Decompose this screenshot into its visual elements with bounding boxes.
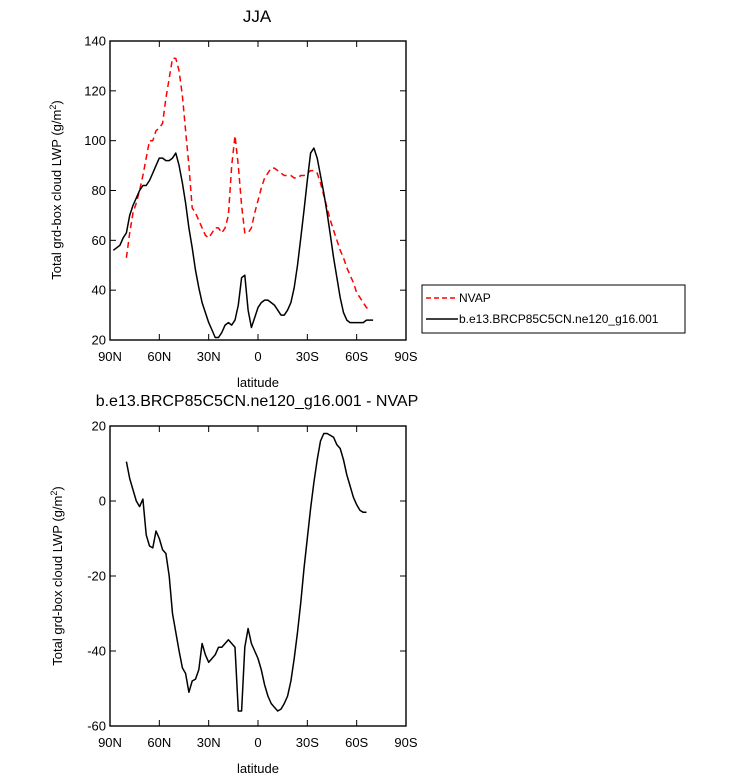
x-tick-label: 60N	[147, 735, 171, 750]
legend-box	[421, 284, 686, 334]
y-tick-label: 80	[92, 183, 106, 198]
legend-label-nvap: NVAP	[459, 291, 491, 305]
bottom-chart-title: b.e13.BRCP85C5CN.ne120_g16.001 - NVAP	[96, 393, 419, 410]
top-x-axis-label: latitude	[237, 375, 279, 390]
y-tick-label: 60	[92, 233, 106, 248]
x-tick-label: 60S	[345, 735, 368, 750]
x-tick-label: 30N	[197, 349, 221, 364]
x-tick-label: 0	[254, 349, 261, 364]
bottom-x-axis-label: latitude	[237, 761, 279, 776]
y-tick-label: -40	[87, 644, 106, 659]
top-chart-title: JJA	[243, 7, 272, 26]
y-tick-label: -20	[87, 569, 106, 584]
y-tick-label: -60	[87, 719, 106, 734]
bottom-plot-area	[125, 432, 367, 712]
series-line-nvap	[125, 57, 371, 311]
legend-label-model: b.e13.BRCP85C5CN.ne120_g16.001	[459, 312, 659, 326]
y-tick-label: 0	[99, 494, 106, 509]
series-line-model	[112, 147, 374, 339]
top-x-axis: 90N 60N 30N 0 30S 60S 90S	[98, 41, 418, 364]
legend-item-nvap: NVAP	[426, 291, 491, 305]
x-tick-label: 0	[254, 735, 261, 750]
x-tick-label: 90S	[394, 735, 417, 750]
x-tick-label: 90N	[98, 349, 122, 364]
y-tick-label: 100	[84, 133, 106, 148]
top-y-axis-label: Total grd-box cloud LWP (g/m2)	[48, 100, 64, 279]
y-tick-label: 120	[84, 83, 106, 98]
bottom-y-axis: -60 -40 -20 0 20	[87, 419, 406, 734]
bottom-y-axis-label: Total grd-box cloud LWP (g/m2)	[49, 486, 65, 665]
y-tick-label: 40	[92, 283, 106, 298]
x-tick-label: 60N	[147, 349, 171, 364]
x-tick-label: 90N	[98, 735, 122, 750]
x-tick-label: 30S	[296, 735, 319, 750]
bottom-panel: b.e13.BRCP85C5CN.ne120_g16.001 - NVAP -6…	[49, 393, 418, 776]
x-tick-label: 30N	[197, 735, 221, 750]
bottom-x-axis: 90N 60N 30N 0 30S 60S 90S	[98, 426, 418, 750]
x-tick-label: 90S	[394, 349, 417, 364]
series-line-model	[125, 432, 367, 712]
top-y-axis: 20 40 60 80 100 120 140	[84, 34, 406, 348]
x-tick-label: 30S	[296, 349, 319, 364]
y-tick-label: 140	[84, 34, 106, 49]
y-tick-label: 20	[92, 419, 106, 434]
y-tick-label: 20	[92, 333, 106, 348]
x-tick-label: 60S	[345, 349, 368, 364]
top-plot-area	[112, 57, 374, 339]
legend-item-model: b.e13.BRCP85C5CN.ne120_g16.001	[426, 312, 659, 326]
legend: NVAP b.e13.BRCP85C5CN.ne120_g16.001	[421, 284, 686, 334]
